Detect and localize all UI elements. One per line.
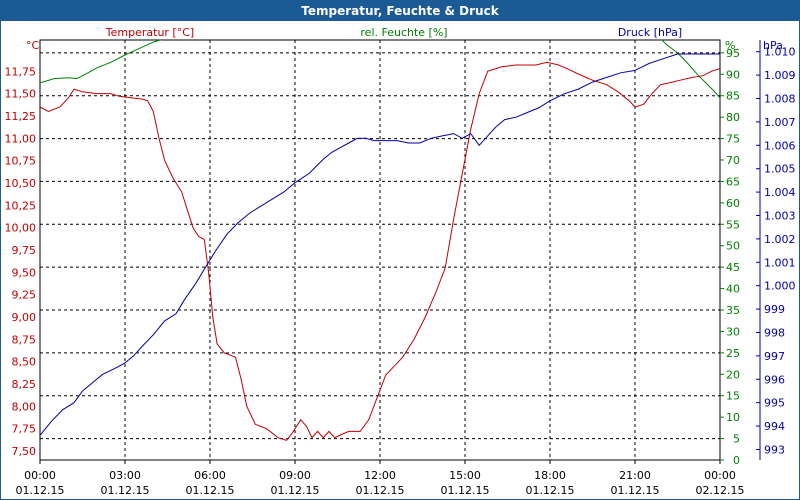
temperature-tick-label: 10,75 bbox=[5, 155, 37, 168]
pressure-tick-label: 1.001 bbox=[764, 256, 796, 269]
humidity-tick-label: 30 bbox=[726, 325, 740, 338]
temperature-tick-label: 11,25 bbox=[5, 110, 37, 123]
humidity-tick-label: 15 bbox=[726, 390, 740, 403]
x-tick-label-time: 06:00 bbox=[194, 469, 226, 482]
pressure-tick-label: 997 bbox=[764, 350, 785, 363]
x-tick-label-date: 01.12.15 bbox=[271, 484, 320, 497]
x-tick-label-date: 01.12.15 bbox=[186, 484, 235, 497]
humidity-tick-label: 5 bbox=[733, 433, 740, 446]
temperature-tick-label: 9,75 bbox=[12, 244, 37, 257]
humidity-tick-label: 50 bbox=[726, 240, 740, 253]
pressure-unit-label: hPa bbox=[763, 39, 783, 52]
temperature-unit-label: °C bbox=[26, 39, 40, 52]
humidity-tick-label: 95 bbox=[726, 47, 740, 60]
pressure-tick-label: 995 bbox=[764, 397, 785, 410]
humidity-tick-label: 85 bbox=[726, 90, 740, 103]
x-tick-label-date: 01.12.15 bbox=[356, 484, 405, 497]
pressure-tick-label: 996 bbox=[764, 373, 785, 386]
x-tick-label-time: 12:00 bbox=[364, 469, 396, 482]
humidity-tick-label: 25 bbox=[726, 347, 740, 360]
pressure-tick-label: 1.009 bbox=[764, 69, 796, 82]
x-tick-label-time: 21:00 bbox=[619, 469, 651, 482]
humidity-tick-label: 10 bbox=[726, 411, 740, 424]
x-tick-label-date: 02.12.15 bbox=[696, 484, 745, 497]
pressure-tick-label: 1.000 bbox=[764, 280, 796, 293]
x-tick-label-date: 01.12.15 bbox=[16, 484, 65, 497]
pressure-tick-label: 1.005 bbox=[764, 163, 796, 176]
x-tick-label-date: 01.12.15 bbox=[611, 484, 660, 497]
humidity-axis-title: rel. Feuchte [%] bbox=[360, 26, 447, 39]
pressure-tick-label: 1.008 bbox=[764, 92, 796, 105]
temperature-tick-label: 7,50 bbox=[12, 445, 37, 458]
humidity-tick-label: 65 bbox=[726, 175, 740, 188]
humidity-tick-label: 60 bbox=[726, 197, 740, 210]
humidity-tick-label: 40 bbox=[726, 283, 740, 296]
humidity-tick-label: 0 bbox=[733, 454, 740, 467]
temperature-tick-label: 10,00 bbox=[5, 222, 37, 235]
temperature-axis-title: Temperatur [°C] bbox=[105, 26, 194, 39]
grid-lines bbox=[40, 40, 720, 460]
humidity-tick-label: 35 bbox=[726, 304, 740, 317]
x-tick-label-time: 03:00 bbox=[109, 469, 141, 482]
axes-group: 00:00 01.12.15 03:00 01.12.15 06:00 01.12.15 0… bbox=[5, 40, 796, 497]
temperature-tick-label: 9,50 bbox=[12, 266, 37, 279]
series-group bbox=[40, 40, 720, 441]
x-tick-label-time: 00:00 bbox=[704, 469, 736, 482]
x-tick-label-time: 09:00 bbox=[279, 469, 311, 482]
temperature-tick-label: 9,25 bbox=[12, 289, 37, 302]
humidity-tick-label: 80 bbox=[726, 111, 740, 124]
pressure-series-line bbox=[40, 53, 720, 436]
pressure-tick-label: 993 bbox=[764, 443, 785, 456]
window-title: Temperatur, Feuchte & Druck bbox=[1, 1, 799, 21]
humidity-tick-label: 75 bbox=[726, 133, 740, 146]
humidity-series-line bbox=[40, 40, 163, 84]
temperature-tick-label: 8,75 bbox=[12, 333, 37, 346]
temperature-tick-label: 11,00 bbox=[5, 132, 37, 145]
humidity-tick-label: 70 bbox=[726, 154, 740, 167]
x-tick-label-date: 01.12.15 bbox=[526, 484, 575, 497]
humidity-tick-label: 55 bbox=[726, 218, 740, 231]
temperature-tick-label: 11,50 bbox=[5, 88, 37, 101]
temperature-tick-label: 7,75 bbox=[12, 423, 37, 436]
pressure-tick-label: 1.004 bbox=[764, 186, 796, 199]
x-tick-label-time: 15:00 bbox=[449, 469, 481, 482]
humidity-tick-label: 20 bbox=[726, 368, 740, 381]
temperature-tick-label: 11,75 bbox=[5, 65, 37, 78]
temperature-tick-label: 8,00 bbox=[12, 400, 37, 413]
pressure-tick-label: 998 bbox=[764, 326, 785, 339]
humidity-unit-label: % bbox=[725, 39, 735, 52]
pressure-axis-title: Druck [hPa] bbox=[618, 26, 682, 39]
pressure-tick-label: 1.010 bbox=[764, 46, 796, 59]
pressure-tick-label: 1.006 bbox=[764, 139, 796, 152]
humidity-tick-label: 90 bbox=[726, 68, 740, 81]
humidity-tick-label: 45 bbox=[726, 261, 740, 274]
temperature-tick-label: 10,25 bbox=[5, 199, 37, 212]
pressure-tick-label: 999 bbox=[764, 303, 785, 316]
pressure-tick-label: 1.007 bbox=[764, 116, 796, 129]
pressure-tick-label: 1.003 bbox=[764, 209, 796, 222]
x-tick-label-date: 01.12.15 bbox=[101, 484, 150, 497]
x-tick-label-time: 00:00 bbox=[24, 469, 56, 482]
pressure-tick-label: 1.002 bbox=[764, 233, 796, 246]
temperature-tick-label: 8,25 bbox=[12, 378, 37, 391]
humidity-series-line bbox=[661, 40, 720, 99]
temperature-tick-label: 8,50 bbox=[12, 356, 37, 369]
pressure-tick-label: 994 bbox=[764, 420, 785, 433]
x-tick-label-date: 01.12.15 bbox=[441, 484, 490, 497]
temperature-tick-label: 10,50 bbox=[5, 177, 37, 190]
temperature-tick-label: 9,00 bbox=[12, 311, 37, 324]
x-tick-label-time: 18:00 bbox=[534, 469, 566, 482]
